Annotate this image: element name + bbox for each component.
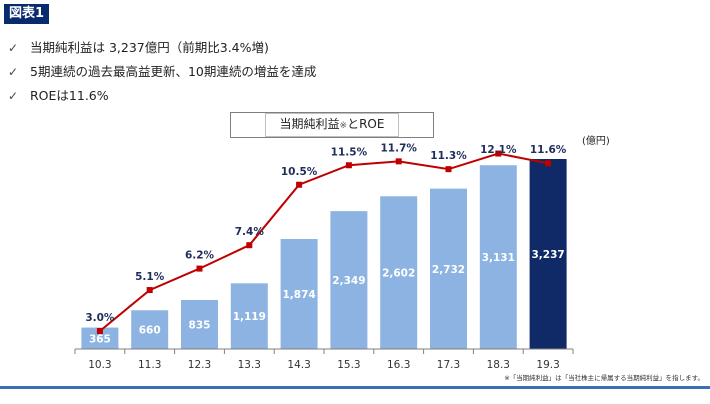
chart-title-box: 当期純利益※とROE <box>264 113 400 137</box>
roe-point <box>296 181 303 188</box>
bar <box>380 196 418 349</box>
bullet-item: ✓ 当期純利益は 3,237億円（前期比3.4%増) <box>8 36 316 60</box>
roe-point <box>246 242 253 249</box>
check-icon: ✓ <box>8 41 19 55</box>
roe-value-label: 3.0% <box>85 312 115 324</box>
roe-point <box>545 160 552 167</box>
roe-point <box>96 328 103 334</box>
chart-title-tail: とROE <box>347 117 385 131</box>
footnote: ※「当期純利益」は「当社株主に帰属する当期純利益」を指します。 <box>504 374 704 382</box>
bullet-text: 当期純利益は 3,237億円（前期比3.4%増) <box>30 40 269 55</box>
roe-point <box>495 150 502 157</box>
roe-value-label: 11.3% <box>430 150 467 162</box>
summary-bullets: ✓ 当期純利益は 3,237億円（前期比3.4%増) ✓ 5期連続の過去最高益更… <box>8 36 316 108</box>
x-tick-label: 19.3 <box>536 359 559 371</box>
x-tick-label: 15.3 <box>337 359 360 371</box>
check-icon: ✓ <box>8 65 19 79</box>
x-tick-label: 17.3 <box>437 359 460 371</box>
axis-layer: 10.3 11.3 12.3 13.3 14.3 15.3 16.3 17.3 18.3 19.3 <box>74 348 574 371</box>
bar-value-label: 1,874 <box>282 289 315 301</box>
bar-value-label: 660 <box>139 325 161 337</box>
line-layer: 3.0% 5.1% 6.2% 7.4% 10.5% 11.5% 11.7% 11.3% 12.1… <box>85 142 567 334</box>
bar <box>81 327 119 349</box>
roe-value-label: 7.4% <box>235 226 265 238</box>
x-tick-label: 13.3 <box>238 359 261 371</box>
bar <box>230 283 268 349</box>
bar <box>529 159 567 349</box>
bar <box>131 310 169 349</box>
x-tick-label: 18.3 <box>487 359 510 371</box>
bar-value-label: 2,602 <box>382 268 415 280</box>
roe-value-label: 11.5% <box>331 146 368 158</box>
bar <box>479 165 517 349</box>
bullet-item: ✓ 5期連続の過去最高益更新、10期連続の増益を達成 <box>8 60 316 84</box>
figure-label: 図表1 <box>4 4 50 24</box>
bar-value-label: 2,349 <box>332 275 365 287</box>
x-tick-label: 16.3 <box>387 359 410 371</box>
roe-point <box>345 162 352 169</box>
x-tick-label: 11.3 <box>138 359 161 371</box>
bar <box>280 239 318 349</box>
x-tick-label: 10.3 <box>88 359 111 371</box>
bar-value-label: 835 <box>189 320 211 332</box>
roe-value-label: 10.5% <box>281 166 318 178</box>
bar-value-label: 3,237 <box>531 249 564 261</box>
bar <box>330 211 368 349</box>
roe-point <box>395 158 402 165</box>
bar-value-label: 3,131 <box>482 252 515 264</box>
roe-line <box>99 152 549 332</box>
bullet-text: 5期連続の過去最高益更新、10期連続の増益を達成 <box>30 64 317 79</box>
bar-value-label: 1,119 <box>233 311 266 323</box>
bars-layer: 365 660 835 1,119 1,874 2,349 2,602 2,732 3,131 3… <box>81 159 567 349</box>
chart-title: 当期純利益※とROE <box>230 112 434 138</box>
bullet-item: ✓ ROEは11.6% <box>8 84 316 108</box>
roe-point <box>196 265 203 272</box>
bar <box>430 188 467 349</box>
check-icon: ✓ <box>8 89 19 103</box>
x-tick-label: 14.3 <box>287 359 310 371</box>
roe-value-label: 11.7% <box>380 142 417 154</box>
chart-title-main: 当期純利益 <box>279 117 340 131</box>
chart-title-mark: ※ <box>339 121 348 131</box>
roe-value-label: 11.6% <box>530 144 567 156</box>
roe-point <box>445 166 452 173</box>
bullet-text: ROEは11.6% <box>30 88 109 103</box>
bottom-rule <box>0 386 710 389</box>
roe-value-label: 5.1% <box>135 271 165 283</box>
bar-value-label: 2,732 <box>432 264 465 276</box>
x-tick-label: 12.3 <box>188 359 211 371</box>
bar-value-label: 365 <box>89 333 111 345</box>
unit-label: (億円) <box>582 136 610 147</box>
bar <box>181 299 218 349</box>
roe-point <box>146 287 153 294</box>
roe-value-label: 12.1% <box>480 144 517 156</box>
roe-value-label: 6.2% <box>185 250 215 262</box>
